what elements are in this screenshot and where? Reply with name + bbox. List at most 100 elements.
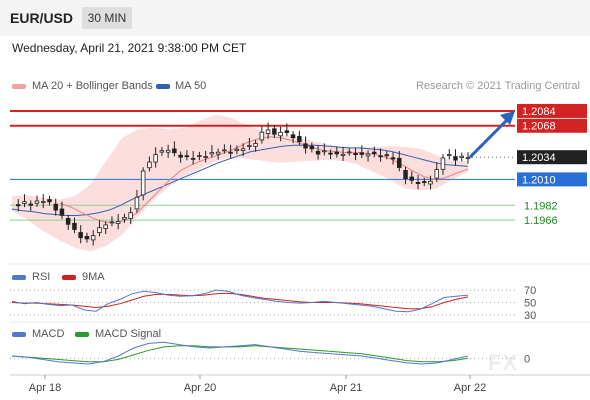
candle-body [47, 199, 52, 203]
candle-body [172, 148, 177, 154]
candle-body [178, 154, 183, 158]
candle-body [303, 143, 308, 149]
last-label-2: 1.2034 [522, 152, 556, 164]
rsi-tick-label: 30 [524, 310, 536, 322]
candle-body [153, 154, 158, 163]
weak-support-label-5: 1.1966 [524, 215, 558, 227]
resistance-label-1: 1.2068 [522, 121, 556, 133]
candle-body [84, 235, 90, 240]
x-tick-label: Apr 18 [29, 382, 61, 394]
resistance-label-0: 1.2084 [522, 106, 556, 118]
rsi-line [11, 289, 469, 313]
candle-body [222, 149, 227, 152]
ma20-legend-swatch [12, 84, 26, 89]
candle-body [440, 157, 446, 170]
timeframe-badge[interactable]: 30 MIN [82, 7, 132, 29]
resistance-label-box-1 [517, 118, 587, 133]
candle-body [165, 149, 171, 153]
candle-body [453, 156, 458, 161]
support-label-3: 1.2010 [522, 174, 556, 186]
candle-body [115, 221, 121, 224]
candle-body [403, 169, 408, 179]
candle-body [72, 222, 77, 230]
candle-body [97, 227, 102, 233]
candle-body [103, 224, 108, 229]
candle-body [328, 152, 333, 155]
support-label-box-3 [517, 172, 587, 187]
candle-body [259, 131, 265, 141]
x-tick-label: Apr 20 [184, 382, 216, 394]
symbol-title: EUR/USD [10, 10, 74, 26]
candle-body [209, 152, 215, 155]
candle-body [234, 148, 240, 151]
candle-body [384, 154, 389, 157]
candle-body [365, 153, 371, 157]
candle-body [28, 203, 33, 206]
macd-signal-line [11, 345, 469, 363]
candle-body [290, 134, 296, 139]
candle-body [459, 155, 464, 158]
ma50-legend-label: MA 50 [175, 80, 207, 92]
candle-body [265, 129, 271, 134]
candle-body [409, 176, 414, 181]
watermark-logo: FX [488, 350, 519, 375]
candle-body [228, 151, 233, 154]
candle-body [315, 150, 321, 155]
macd-tick-label: 0 [524, 353, 530, 365]
rsi-ma-line [11, 292, 469, 310]
rsi-tick-label: 70 [524, 285, 536, 297]
candle-body [278, 131, 283, 137]
macd-legend-label: MACD [32, 328, 65, 340]
macd-line [11, 341, 469, 365]
macd-signal-legend-label: MACD Signal [95, 328, 162, 340]
candle-body [128, 212, 133, 219]
weak-support-label-4: 1.1982 [524, 200, 558, 212]
candle-body [134, 196, 140, 210]
candle-body [90, 235, 96, 241]
candle-body [122, 216, 127, 220]
candle-body [446, 154, 452, 157]
rsi-tick-label: 50 [524, 298, 536, 310]
candle-body [297, 135, 302, 143]
candle-body [421, 181, 427, 184]
rsi-ma-legend-swatch [62, 275, 76, 280]
last-label-box-2 [517, 150, 587, 165]
candle-body [309, 145, 315, 150]
candle-body [378, 155, 383, 158]
macd-signal-legend-swatch [75, 332, 89, 337]
rsi-legend-label: RSI [32, 271, 51, 283]
datetime-label: Wednesday, April 21, 2021 9:38:00 PM CET [12, 41, 247, 55]
candle-body [34, 200, 40, 204]
candle-body [247, 144, 252, 147]
candle-body [197, 155, 202, 158]
candle-body [390, 157, 396, 160]
candle-body [65, 217, 71, 225]
candle-body [147, 161, 152, 169]
macd-legend-swatch [12, 332, 26, 337]
candle-body [253, 143, 258, 147]
candle-body [359, 152, 364, 155]
candle-body [159, 150, 165, 153]
candle-body [396, 157, 402, 168]
rsi-ma-legend-label: 9MA [82, 271, 105, 283]
resistance-label-box-0 [517, 103, 587, 118]
x-tick-label: Apr 22 [454, 382, 486, 394]
candle-body [41, 201, 46, 204]
credit-text: Research © 2021 Trading Central [415, 80, 580, 92]
candle-body [140, 170, 146, 196]
candle-body [465, 157, 471, 160]
candle-body [184, 155, 190, 158]
candle-body [415, 181, 421, 184]
candle-body [322, 150, 327, 153]
candle-body [15, 204, 21, 207]
candle-body [203, 156, 208, 158]
candle-body [78, 232, 83, 239]
projection-arrow-shaft [468, 117, 510, 159]
candle-body [272, 128, 277, 135]
candle-body [371, 151, 377, 154]
candle-body [434, 169, 439, 179]
candle-body [284, 130, 290, 134]
candle-body [22, 201, 27, 204]
x-tick-label: Apr 21 [330, 382, 362, 394]
